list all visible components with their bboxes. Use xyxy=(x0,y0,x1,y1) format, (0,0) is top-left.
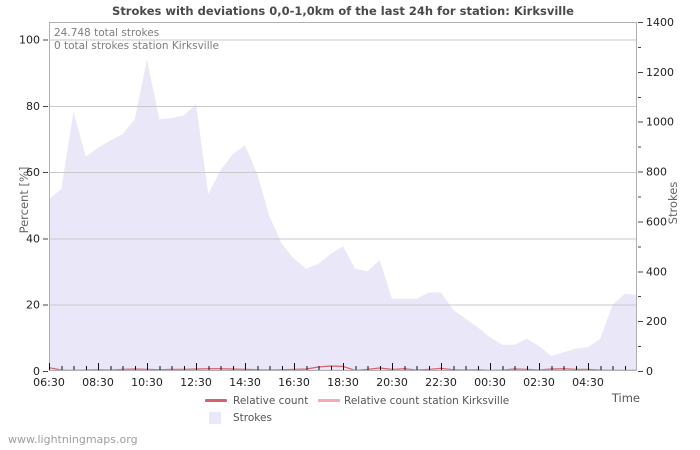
gridlines xyxy=(49,39,637,306)
svg-text:0: 0 xyxy=(646,365,653,378)
x-axis-tick-labels: 06:30 08:30 10:30 12:30 14:30 16:30 18:30 20:30… xyxy=(33,376,604,389)
annotation-station-strokes: 0 total strokes station Kirksville xyxy=(54,40,220,52)
svg-text:80: 80 xyxy=(26,100,40,113)
y-axis-left-ticks: 0 20 40 60 80 100 xyxy=(19,34,48,378)
y-axis-right-ticks: 0 200 400 600 800 1000 1200 1400 xyxy=(638,16,674,378)
legend-swatch-relative-count xyxy=(205,399,227,402)
svg-text:600: 600 xyxy=(646,215,667,228)
svg-text:12:30: 12:30 xyxy=(180,376,212,389)
svg-text:20:30: 20:30 xyxy=(376,376,408,389)
chart-title: Strokes with deviations 0,0-1,0km of the… xyxy=(112,4,574,18)
svg-text:400: 400 xyxy=(646,265,667,278)
svg-text:100: 100 xyxy=(19,34,40,47)
strokes-area-series xyxy=(49,59,637,372)
svg-text:800: 800 xyxy=(646,166,667,179)
legend-swatch-relative-count-station xyxy=(318,399,340,402)
svg-text:40: 40 xyxy=(26,232,40,245)
svg-text:10:30: 10:30 xyxy=(131,376,163,389)
y-axis-left-label: Percent [%] xyxy=(17,166,31,234)
svg-text:08:30: 08:30 xyxy=(82,376,114,389)
svg-text:200: 200 xyxy=(646,315,667,328)
svg-text:60: 60 xyxy=(26,166,40,179)
svg-text:1000: 1000 xyxy=(646,116,674,129)
svg-text:1200: 1200 xyxy=(646,66,674,79)
svg-text:22:30: 22:30 xyxy=(425,376,457,389)
svg-text:20: 20 xyxy=(26,299,40,312)
x-axis-label: Time xyxy=(611,391,640,405)
plot-frame xyxy=(49,22,637,371)
svg-text:04:30: 04:30 xyxy=(572,376,604,389)
svg-text:06:30: 06:30 xyxy=(33,376,65,389)
svg-text:02:30: 02:30 xyxy=(523,376,555,389)
svg-text:18:30: 18:30 xyxy=(327,376,359,389)
legend-label-strokes: Strokes xyxy=(233,412,272,424)
legend-label-relative-count: Relative count xyxy=(233,395,309,407)
legend-swatch-strokes xyxy=(209,412,221,424)
watermark: www.lightningmaps.org xyxy=(8,433,138,446)
x-axis-ticks xyxy=(49,363,626,370)
svg-text:0: 0 xyxy=(33,365,40,378)
svg-text:16:30: 16:30 xyxy=(278,376,310,389)
legend-label-relative-count-station: Relative count station Kirksville xyxy=(344,395,510,407)
annotation-total-strokes: 24.748 total strokes xyxy=(54,27,160,39)
svg-text:1400: 1400 xyxy=(646,16,674,29)
svg-text:00:30: 00:30 xyxy=(474,376,506,389)
y-axis-right-label: Strokes xyxy=(666,181,680,225)
svg-text:14:30: 14:30 xyxy=(229,376,261,389)
